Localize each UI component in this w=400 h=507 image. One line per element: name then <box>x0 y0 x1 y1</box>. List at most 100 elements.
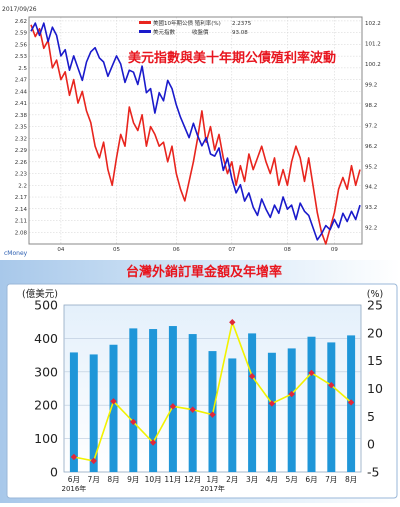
month-label: 5月 <box>286 475 298 484</box>
month-label: 11月 <box>164 475 181 484</box>
dollar-index-series-line <box>30 22 361 241</box>
amount-axis: 0 100 200 300 400 500 <box>34 298 58 480</box>
export-order-bar <box>307 336 316 472</box>
bond-yield-tick-label: 2.08 <box>15 230 28 236</box>
bond-yield-tick-label: 2.23 <box>15 172 28 178</box>
dollar-bond-legend: 美國10年期公債 殖利率(%) 2.2375 美元指數 收盤價 93.08 <box>139 19 252 36</box>
dollar-index-tick-label: 96.2 <box>365 144 377 150</box>
month-tick-label: 08 <box>284 247 291 253</box>
dollar-index-tick-label: 92.2 <box>365 226 377 232</box>
growth-rate-marker <box>209 411 216 418</box>
amount-tick-label: 400 <box>34 331 58 346</box>
dollar-bond-chart-title: 美元指數與美十年期公債殖利率波動 <box>128 50 336 66</box>
growth-rate-marker <box>308 369 315 377</box>
growth-rate-marker <box>189 406 196 413</box>
year-label: 2017年 <box>200 484 225 493</box>
amount-tick-label: 0 <box>50 465 58 480</box>
month-tick-label: 09 <box>331 247 338 253</box>
dollar-index-tick-label: 94.2 <box>365 185 377 191</box>
month-label: 8月 <box>107 475 119 484</box>
growth-tick-label: 20 <box>367 325 383 340</box>
growth-rate-marker <box>130 418 137 426</box>
bond-yield-tick-label: 2.2 <box>18 183 27 189</box>
growth-rate-marker <box>229 319 236 326</box>
month-label: 4月 <box>266 475 278 484</box>
growth-rate-marker <box>70 453 78 461</box>
amount-tick-label: 100 <box>34 431 58 446</box>
growth-tick-label: 25 <box>367 298 383 313</box>
growth-unit-label: (%) <box>367 289 383 300</box>
dollar-bond-plot-frame <box>28 16 363 245</box>
export-orders-chart-title: 台灣外銷訂單金額及年增率 <box>126 264 282 280</box>
amount-unit-label: (億美元) <box>22 288 58 300</box>
legend-dxy-label: 美元指數 <box>153 28 176 36</box>
growth-rate-line <box>70 319 355 465</box>
growth-tick-label: 0 <box>367 437 375 452</box>
dollar-index-tick-label: 99.2 <box>365 82 377 88</box>
bond-yield-tick-label: 2.17 <box>15 195 28 201</box>
growth-axis: -5 0 5 10 15 20 25 <box>367 298 383 480</box>
bond-yield-tick-label: 2.14 <box>15 207 28 213</box>
amount-tick-label: 200 <box>34 398 58 413</box>
bond-yield-tick-label: 2.56 <box>15 42 28 48</box>
export-order-bar <box>149 329 158 472</box>
month-label: 8月 <box>345 475 357 484</box>
month-label: 6月 <box>305 475 317 484</box>
bond-yield-tick-label: 2.5 <box>18 66 27 72</box>
growth-rate-marker <box>347 399 355 406</box>
bond-yield-tick-label: 2.38 <box>15 113 28 119</box>
legend-bond-swatch <box>139 21 151 24</box>
dollar-index-tick-label: 100.2 <box>365 62 381 68</box>
growth-tick-label: 5 <box>367 409 375 424</box>
growth-tick-label: 10 <box>367 381 383 396</box>
legend-bond-label: 美國10年期公債 殖利率(%) <box>153 19 221 27</box>
export-order-bar <box>129 328 138 472</box>
chart-date-label: 2017/09/26 <box>2 6 37 13</box>
dollar-bond-chart <box>0 0 400 257</box>
dollar-index-axis: 102.2 101.2 100.2 99.2 98.2 97.2 96.2 95.2 94.2 9… <box>365 21 381 232</box>
growth-rate-marker <box>268 400 276 407</box>
growth-rate-marker <box>328 381 335 389</box>
bond-yield-series-line <box>30 24 361 245</box>
month-tick-label: 07 <box>228 247 235 253</box>
month-label: 2月 <box>226 475 238 484</box>
dollar-index-tick-label: 102.2 <box>365 21 381 27</box>
export-order-bar <box>89 354 98 472</box>
growth-rate-marker <box>90 457 97 465</box>
bond-yield-axis: 2.62 2.59 2.56 2.53 2.5 2.47 2.44 2.41 2.38 2.35 2… <box>15 19 28 236</box>
growth-rate-marker <box>149 439 157 446</box>
export-order-bar <box>69 352 78 472</box>
month-label: 9月 <box>127 475 139 484</box>
export-order-bar <box>228 358 237 472</box>
month-tick-label: 06 <box>173 247 180 253</box>
bond-yield-tick-label: 2.32 <box>15 136 27 142</box>
bond-yield-tick-label: 2.47 <box>15 78 28 84</box>
export-order-bar <box>327 342 336 472</box>
month-label: 3月 <box>246 475 258 484</box>
export-order-bar <box>287 348 296 472</box>
month-label: 12月 <box>184 475 201 484</box>
bond-yield-tick-label: 2.26 <box>15 160 28 166</box>
growth-rate-marker <box>169 403 177 410</box>
export-order-bar <box>188 334 197 472</box>
month-label: 1月 <box>206 475 218 484</box>
bond-yield-tick-label: 2.35 <box>15 125 28 131</box>
data-source-label: cMoney <box>4 250 28 257</box>
dollar-index-tick-label: 95.2 <box>365 164 377 170</box>
dollar-index-tick-label: 93.2 <box>365 205 377 211</box>
bond-yield-tick-label: 2.44 <box>15 89 28 95</box>
year-label: 2016年 <box>61 484 86 493</box>
bond-yield-tick-label: 2.53 <box>15 54 28 60</box>
bond-yield-tick-label: 2.62 <box>15 19 27 25</box>
legend-dxy-kind: 收盤價 <box>192 28 209 36</box>
growth-tick-label: 15 <box>367 353 383 368</box>
legend-bond-value: 2.2375 <box>232 21 252 27</box>
month-tick-label: 05 <box>113 247 120 253</box>
dollar-index-tick-label: 101.2 <box>365 42 381 48</box>
dollar-index-tick-label: 98.2 <box>365 103 377 109</box>
growth-tick-label: -5 <box>367 465 379 480</box>
bond-yield-tick-label: 2.11 <box>15 219 27 225</box>
month-axis: 04 05 06 07 08 09 <box>57 247 338 253</box>
